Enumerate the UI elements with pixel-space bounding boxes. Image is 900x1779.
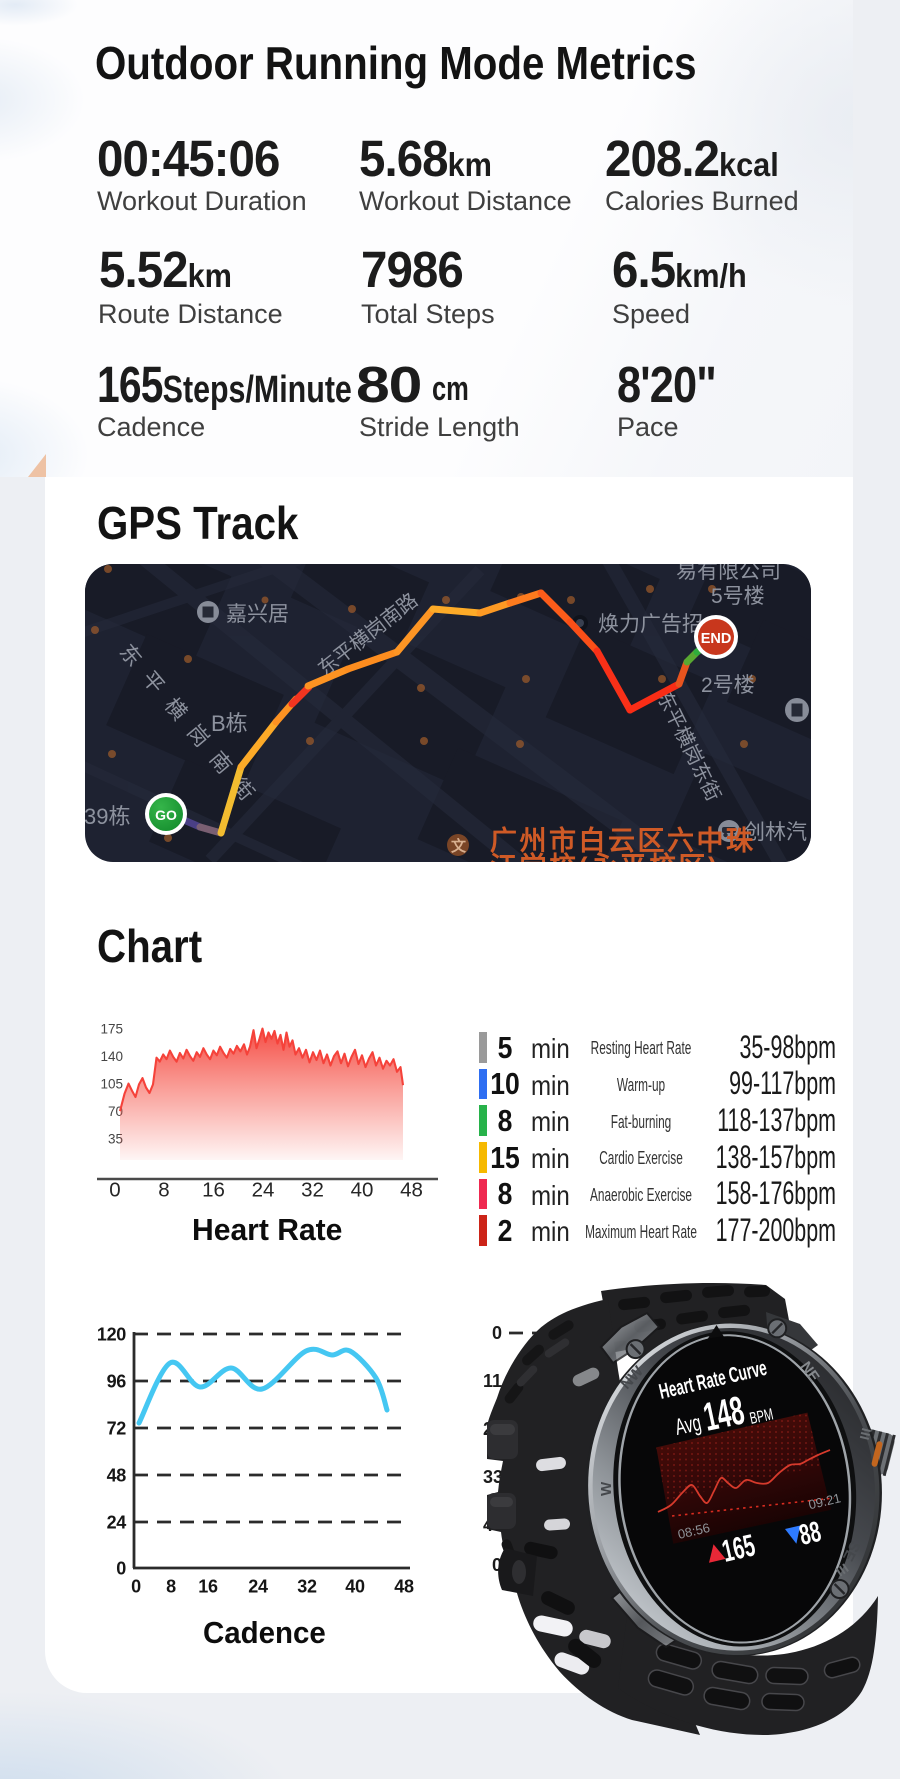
- svg-text:16: 16: [198, 1577, 218, 1597]
- svg-text:35: 35: [108, 1132, 123, 1147]
- svg-text:0: 0: [116, 1559, 126, 1579]
- svg-text:焕力广告招: 焕力广告招: [598, 613, 703, 636]
- svg-text:文: 文: [451, 837, 467, 855]
- svg-text:16: 16: [202, 1179, 225, 1202]
- svg-text:48: 48: [400, 1179, 423, 1202]
- svg-text:40: 40: [351, 1179, 374, 1202]
- svg-text:8: 8: [158, 1179, 169, 1202]
- svg-text:32: 32: [301, 1179, 324, 1202]
- svg-text:B栋: B栋: [211, 711, 248, 736]
- svg-text:48: 48: [107, 1466, 127, 1486]
- svg-text:96: 96: [107, 1372, 127, 1392]
- svg-text:39栋: 39栋: [85, 804, 130, 829]
- svg-text:08:56: 08:56: [676, 1520, 711, 1542]
- svg-text:嘉兴居: 嘉兴居: [226, 603, 289, 626]
- svg-text:70: 70: [108, 1104, 123, 1119]
- svg-text:0: 0: [109, 1179, 120, 1202]
- svg-text:32: 32: [297, 1577, 317, 1597]
- svg-text:0: 0: [492, 1323, 502, 1343]
- svg-text:2号楼: 2号楼: [701, 674, 755, 697]
- svg-text:11: 11: [483, 1371, 502, 1391]
- svg-text:8: 8: [166, 1577, 176, 1597]
- svg-text:105: 105: [100, 1077, 123, 1092]
- svg-text:24: 24: [252, 1179, 275, 1202]
- svg-text:易有限公司: 易有限公司: [676, 564, 781, 583]
- svg-text:165: 165: [719, 1529, 758, 1569]
- svg-text:广州市白云区六中珠: 广州市白云区六中珠: [490, 825, 756, 856]
- svg-text:09:21: 09:21: [807, 1490, 842, 1512]
- svg-text:0: 0: [131, 1577, 141, 1597]
- svg-text:江学校(永平校区): 江学校(永平校区): [490, 851, 719, 862]
- svg-text:48: 48: [394, 1577, 414, 1597]
- svg-text:24: 24: [107, 1513, 127, 1533]
- svg-text:33: 33: [483, 1467, 503, 1487]
- svg-text:Avg: Avg: [673, 1410, 704, 1441]
- svg-text:40: 40: [345, 1577, 365, 1597]
- svg-text:END: END: [701, 631, 732, 647]
- svg-text:0: 0: [492, 1555, 502, 1575]
- svg-text:W: W: [598, 1481, 615, 1496]
- svg-text:24: 24: [248, 1577, 268, 1597]
- svg-text:72: 72: [107, 1419, 127, 1439]
- svg-text:5号楼: 5号楼: [711, 585, 765, 608]
- svg-text:140: 140: [100, 1049, 123, 1064]
- svg-text:BPM: BPM: [748, 1404, 775, 1427]
- svg-text:创林汽: 创林汽: [744, 821, 807, 844]
- svg-text:175: 175: [100, 1022, 123, 1037]
- svg-text:120: 120: [97, 1325, 126, 1345]
- svg-text:GO: GO: [155, 807, 177, 823]
